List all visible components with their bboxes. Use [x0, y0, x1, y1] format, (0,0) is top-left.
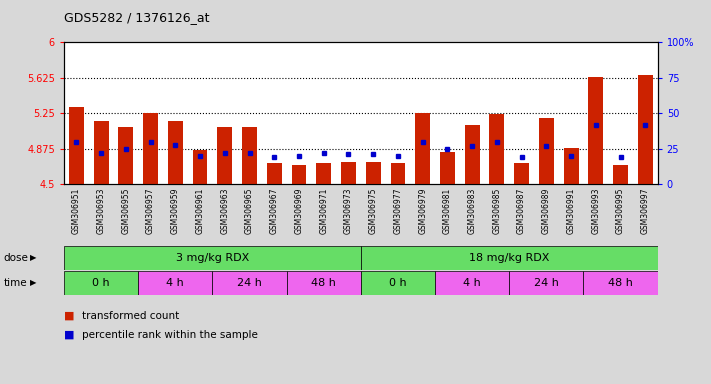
Bar [365, 162, 380, 184]
Bar [341, 162, 356, 184]
Text: 48 h: 48 h [608, 278, 633, 288]
Text: ■: ■ [64, 311, 75, 321]
Text: GSM306993: GSM306993 [592, 187, 600, 234]
Bar [94, 121, 109, 184]
Text: GSM306975: GSM306975 [369, 187, 378, 234]
Text: dose: dose [4, 253, 28, 263]
Text: GSM306983: GSM306983 [468, 187, 476, 234]
Bar [415, 113, 430, 184]
Text: GSM306959: GSM306959 [171, 187, 180, 234]
Text: GSM306981: GSM306981 [443, 187, 452, 233]
Text: 4 h: 4 h [464, 278, 481, 288]
Bar [509, 271, 584, 295]
Text: GSM306961: GSM306961 [196, 187, 205, 234]
Bar [514, 164, 529, 184]
Bar [440, 152, 455, 184]
Text: GSM306989: GSM306989 [542, 187, 551, 234]
Bar [589, 77, 603, 184]
Bar [292, 166, 306, 184]
Bar [287, 271, 360, 295]
Text: transformed count: transformed count [82, 311, 179, 321]
Bar [64, 246, 361, 270]
Text: GSM306965: GSM306965 [245, 187, 254, 234]
Bar [390, 164, 405, 184]
Text: 48 h: 48 h [311, 278, 336, 288]
Text: GSM306967: GSM306967 [269, 187, 279, 234]
Bar [361, 271, 435, 295]
Text: time: time [4, 278, 27, 288]
Bar [267, 164, 282, 184]
Bar [193, 150, 208, 184]
Bar [69, 107, 84, 184]
Text: GSM306955: GSM306955 [122, 187, 130, 234]
Text: 24 h: 24 h [534, 278, 559, 288]
Text: ▶: ▶ [30, 278, 36, 287]
Bar [138, 271, 213, 295]
Bar [638, 75, 653, 184]
Text: GSM306969: GSM306969 [294, 187, 304, 234]
Bar [316, 164, 331, 184]
Text: GSM306951: GSM306951 [72, 187, 81, 234]
Text: 24 h: 24 h [237, 278, 262, 288]
Text: ■: ■ [64, 330, 75, 340]
Text: GSM306979: GSM306979 [418, 187, 427, 234]
Bar [119, 127, 133, 184]
Bar [64, 271, 138, 295]
Text: 4 h: 4 h [166, 278, 184, 288]
Bar [584, 271, 658, 295]
Text: GSM306985: GSM306985 [493, 187, 501, 234]
Text: GSM306995: GSM306995 [616, 187, 625, 234]
Bar [564, 148, 579, 184]
Text: GSM306971: GSM306971 [319, 187, 328, 234]
Text: 3 mg/kg RDX: 3 mg/kg RDX [176, 253, 249, 263]
Text: GSM306953: GSM306953 [97, 187, 106, 234]
Bar [361, 246, 658, 270]
Bar [143, 113, 158, 184]
Bar [465, 125, 479, 184]
Text: GSM306997: GSM306997 [641, 187, 650, 234]
Bar [613, 166, 628, 184]
Text: GSM306963: GSM306963 [220, 187, 229, 234]
Text: percentile rank within the sample: percentile rank within the sample [82, 330, 257, 340]
Text: GSM306991: GSM306991 [567, 187, 576, 234]
Text: 0 h: 0 h [92, 278, 110, 288]
Bar [168, 121, 183, 184]
Text: 18 mg/kg RDX: 18 mg/kg RDX [469, 253, 550, 263]
Text: GSM306977: GSM306977 [393, 187, 402, 234]
Text: GDS5282 / 1376126_at: GDS5282 / 1376126_at [64, 12, 210, 25]
Text: ▶: ▶ [30, 253, 36, 262]
Bar [435, 271, 509, 295]
Text: GSM306987: GSM306987 [517, 187, 526, 234]
Text: 0 h: 0 h [389, 278, 407, 288]
Bar [489, 114, 504, 184]
Bar [242, 127, 257, 184]
Bar [213, 271, 287, 295]
Text: GSM306957: GSM306957 [146, 187, 155, 234]
Bar [539, 118, 554, 184]
Bar [218, 127, 232, 184]
Text: GSM306973: GSM306973 [344, 187, 353, 234]
